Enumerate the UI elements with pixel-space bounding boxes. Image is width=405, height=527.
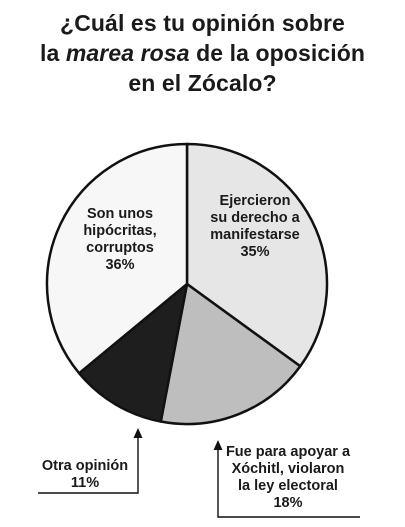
slice-label-line: corruptos [86,240,154,256]
title-line-2: la marea rosa de la oposición [0,38,405,68]
title-line-1: ¿Cuál es tu opinión sobre [60,10,345,36]
title-line-2-prefix: la [39,40,66,66]
slice-label-line: 18% [273,495,302,511]
chart-title: ¿Cuál es tu opinión sobre la marea rosa … [0,8,405,98]
slice-label-line: 36% [105,257,134,273]
slice-label-otra-opinion: Otra opinión 11% [42,458,128,491]
slice-otra-opinion [77,282,189,423]
slice-label-line: Xóchitl, violaron [232,461,345,477]
slice-label-line: Son unos [87,206,153,222]
title-line-2-italic: marea rosa [65,40,190,66]
title-line-2-suffix: de la oposición [189,40,366,66]
slice-label-hipocritas: Son unos hipócritas, corruptos 36% [83,206,156,273]
callout-arrow-otra-opinion [133,428,143,438]
slice-label-line: 35% [240,244,269,260]
title-line-3: en el Zócalo? [128,70,277,96]
slice-apoyar-xochitl [159,282,302,426]
slice-label-line: Fue para apoyar a [226,444,351,460]
callout-otra-opinion [38,436,139,494]
slice-label-line: su derecho a [210,210,300,226]
slice-label-line: 11% [71,475,99,491]
callout-lines [38,428,360,518]
slice-label-line: Ejercieron [220,193,291,209]
slice-label-line: hipócritas, [83,223,156,239]
slice-label-apoyar-xochitl: Fue para apoyar a Xóchitl, violaron la ley… [226,444,351,511]
callout-arrow-apoyar-xochitl [213,440,223,450]
slice-labels: Ejercieron su derecho a manifestarse 35% Fue… [42,193,351,511]
callout-apoyar-xochitl [217,448,360,518]
pie-slices [45,142,329,426]
slice-label-line: manifestarse [210,227,299,243]
slice-label-derecho: Ejercieron su derecho a manifestarse 35% [210,193,300,260]
slice-label-line: Otra opinión [42,458,128,474]
slice-derecho [185,142,329,368]
slice-label-line: la ley electoral [238,478,338,494]
slice-hipocritas [45,142,189,375]
